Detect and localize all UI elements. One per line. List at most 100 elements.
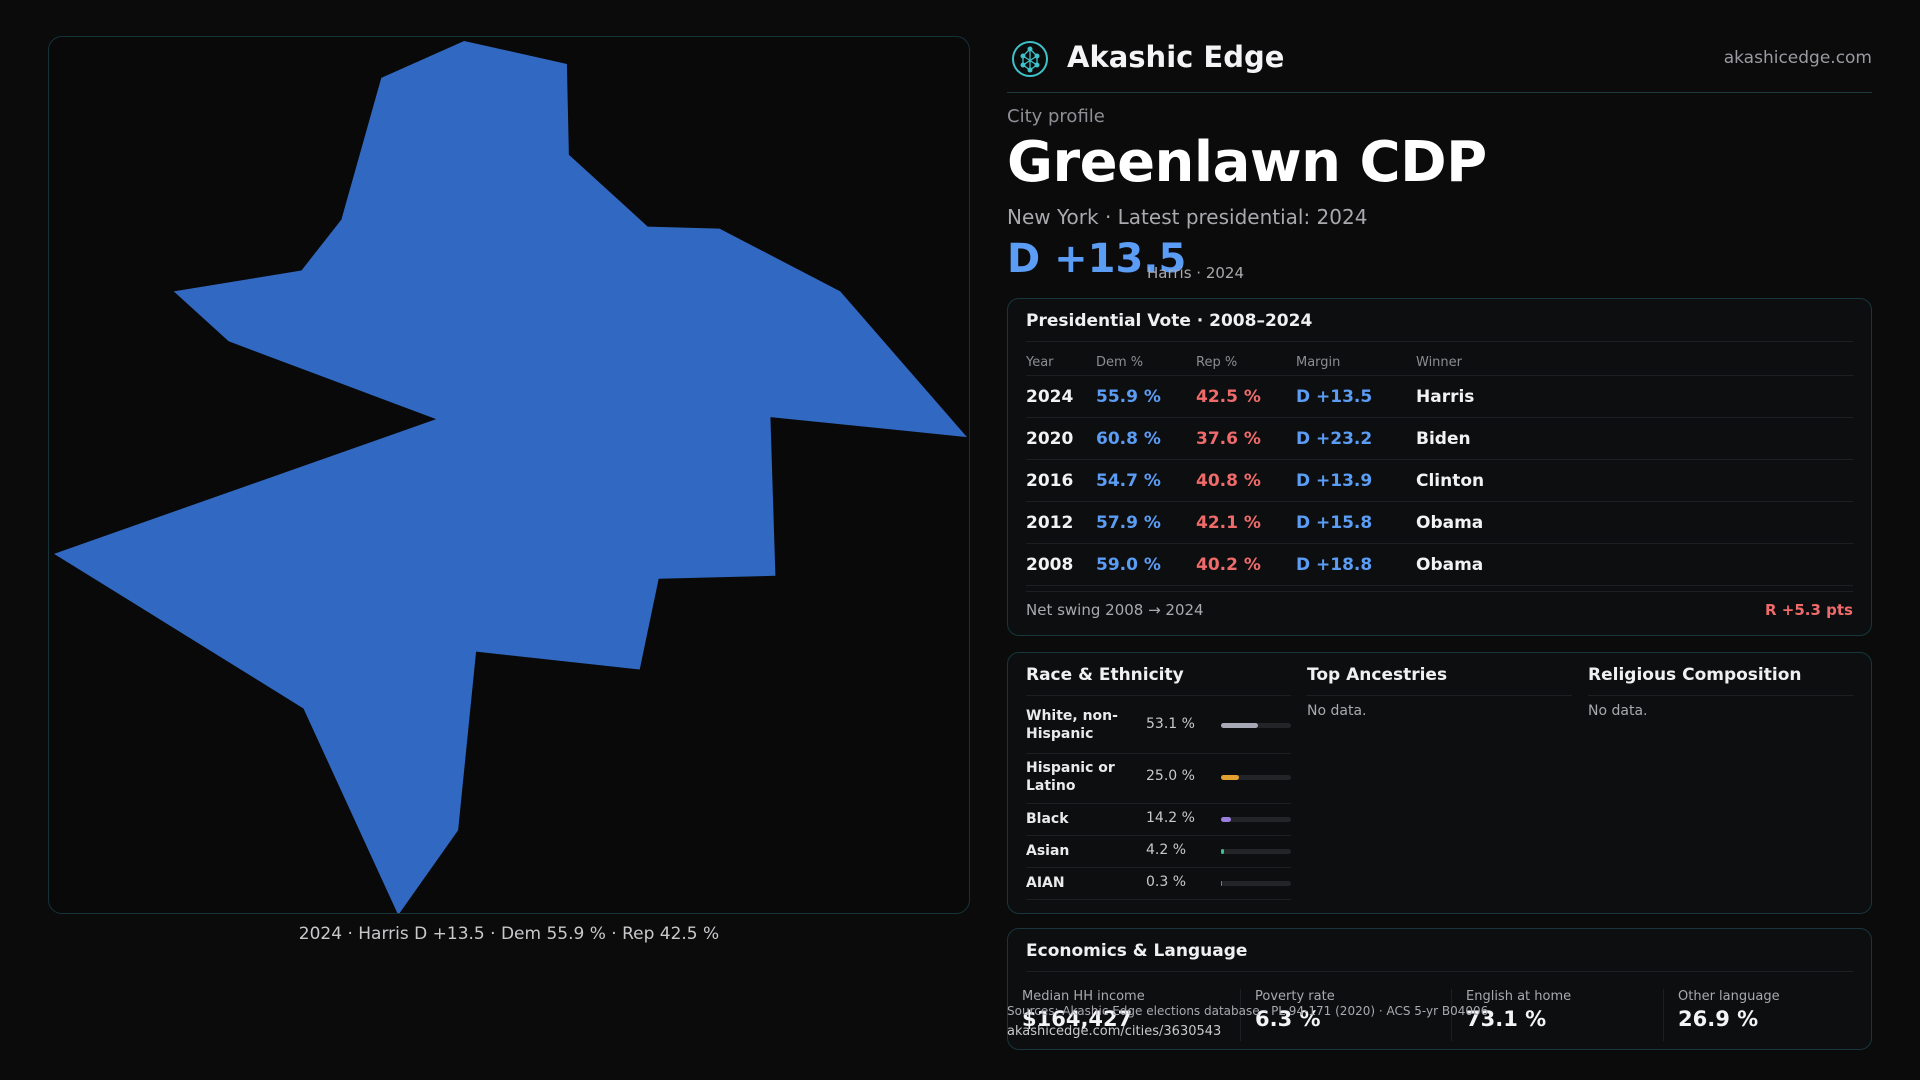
race-bar: [1221, 817, 1231, 822]
cell-dem: 57.9 %: [1096, 513, 1161, 533]
religion-section: Religious Composition No data.: [1588, 653, 1853, 915]
cell-year: 2020: [1026, 429, 1074, 449]
race-bar-track: [1221, 817, 1291, 822]
econ-label: Median HH income: [1022, 989, 1145, 1004]
econ-label: English at home: [1466, 989, 1572, 1004]
econ-value: $164,427: [1022, 1007, 1133, 1031]
race-pct: 53.1 %: [1146, 716, 1195, 732]
page-subtitle: New York · Latest presidential: 2024: [1007, 205, 1368, 229]
race-name: AIAN: [1026, 875, 1065, 891]
profile-column: Akashic Edge akashicedge.com City profil…: [1007, 0, 1872, 1080]
econ-value: 26.9 %: [1678, 1007, 1759, 1031]
table-row: 2008 59.0 % 40.2 % D +18.8 Obama: [1026, 543, 1853, 586]
econ-stat: Poverty rate 6.3 %: [1240, 989, 1451, 1041]
cell-rep: 40.8 %: [1196, 471, 1261, 491]
column-header-margin: Margin: [1296, 355, 1341, 370]
cell-rep: 40.2 %: [1196, 555, 1261, 575]
cell-year: 2016: [1026, 471, 1074, 491]
cell-winner: Biden: [1416, 429, 1471, 449]
econ-value: 73.1 %: [1466, 1007, 1547, 1031]
cell-winner: Harris: [1416, 387, 1475, 407]
divider: [1026, 591, 1853, 592]
cell-rep: 37.6 %: [1196, 429, 1261, 449]
section-title: Top Ancestries: [1307, 665, 1448, 685]
section-title: Race & Ethnicity: [1026, 665, 1184, 685]
race-bar-track: [1221, 849, 1291, 854]
map-caption: 2024 · Harris D +13.5 · Dem 55.9 % · Rep…: [298, 924, 720, 944]
table-row: 2020 60.8 % 37.6 % D +23.2 Biden: [1026, 417, 1853, 460]
race-pct: 14.2 %: [1146, 810, 1195, 826]
headline-margin-note: Harris · 2024: [1147, 264, 1245, 282]
race-bar-track: [1221, 881, 1291, 886]
column-header-dem: Dem %: [1096, 355, 1144, 370]
race-row: AIAN 0.3 %: [1026, 867, 1291, 900]
cell-margin: D +18.8: [1296, 555, 1373, 575]
cell-dem: 59.0 %: [1096, 555, 1161, 575]
page-kicker: City profile: [1007, 106, 1105, 127]
race-bar: [1221, 723, 1259, 728]
map-panel: [48, 36, 970, 914]
ancestries-section: Top Ancestries No data.: [1307, 653, 1572, 915]
column-header-winner: Winner: [1416, 355, 1463, 370]
race-name: Asian: [1026, 843, 1070, 859]
divider: [1026, 695, 1291, 696]
no-data-text: No data.: [1307, 703, 1367, 719]
column-header-rep: Rep %: [1196, 355, 1238, 370]
economics-card: Economics & Language Median HH income $1…: [1007, 928, 1872, 1050]
section-title: Religious Composition: [1588, 665, 1802, 685]
table-header: Year Dem % Rep % Margin Winner: [1026, 349, 1853, 376]
card-title: Presidential Vote · 2008–2024: [1026, 311, 1313, 331]
table-row: 2016 54.7 % 40.8 % D +13.9 Clinton: [1026, 459, 1853, 502]
table-row: 2024 55.9 % 42.5 % D +13.5 Harris: [1026, 375, 1853, 418]
race-row: Asian 4.2 %: [1026, 835, 1291, 868]
econ-value: 6.3 %: [1255, 1007, 1321, 1031]
cell-winner: Clinton: [1416, 471, 1485, 491]
table-row: 2012 57.9 % 42.1 % D +15.8 Obama: [1026, 501, 1853, 544]
no-data-text: No data.: [1588, 703, 1648, 719]
presidential-vote-card: Presidential Vote · 2008–2024 Year Dem %…: [1007, 298, 1872, 636]
race-ethnicity-section: Race & Ethnicity White, non-Hispanic 53.…: [1026, 653, 1291, 915]
brand-url-link[interactable]: akashicedge.com: [1723, 48, 1872, 68]
divider: [1307, 695, 1572, 696]
net-swing-label: Net swing 2008 → 2024: [1026, 601, 1204, 619]
sources-text: Sources: Akashic Edge elections database…: [1007, 1004, 1489, 1018]
cell-year: 2012: [1026, 513, 1074, 533]
cell-dem: 55.9 %: [1096, 387, 1161, 407]
page-title: Greenlawn CDP: [1007, 130, 1487, 195]
net-swing-value: R +5.3 pts: [1765, 601, 1853, 619]
cell-dem: 54.7 %: [1096, 471, 1161, 491]
tree-of-life-icon: [1012, 41, 1048, 77]
race-row: White, non-Hispanic 53.1 %: [1026, 699, 1291, 754]
race-pct: 0.3 %: [1146, 874, 1187, 890]
city-boundary-shape[interactable]: [54, 40, 967, 913]
divider: [1026, 341, 1853, 342]
race-bar-track: [1221, 723, 1291, 728]
cell-margin: D +13.5: [1296, 387, 1373, 407]
divider: [1026, 971, 1853, 972]
cell-year: 2024: [1026, 387, 1074, 407]
demographics-card: Race & Ethnicity White, non-Hispanic 53.…: [1007, 652, 1872, 914]
race-bar: [1221, 775, 1239, 780]
headline-margin: D +13.5: [1007, 236, 1187, 282]
cell-winner: Obama: [1416, 513, 1484, 533]
page-url-link[interactable]: akashicedge.com/cities/3630543: [1007, 1024, 1222, 1039]
race-bar-track: [1221, 775, 1291, 780]
race-name: White, non-Hispanic: [1026, 708, 1118, 742]
race-bar: [1221, 849, 1224, 854]
econ-stat: Other language 26.9 %: [1663, 989, 1874, 1041]
econ-label: Other language: [1678, 989, 1780, 1004]
econ-stat: Median HH income $164,427: [1008, 989, 1218, 1041]
city-boundary-map: [54, 40, 967, 913]
race-pct: 25.0 %: [1146, 768, 1195, 784]
cell-year: 2008: [1026, 555, 1074, 575]
race-row: Hispanic or Latino 25.0 %: [1026, 753, 1291, 804]
race-name: Hispanic or Latino: [1026, 760, 1115, 794]
cell-rep: 42.1 %: [1196, 513, 1261, 533]
econ-stat: English at home 73.1 %: [1451, 989, 1662, 1041]
cell-margin: D +23.2: [1296, 429, 1373, 449]
cell-dem: 60.8 %: [1096, 429, 1161, 449]
divider: [1588, 695, 1853, 696]
column-header-year: Year: [1026, 355, 1054, 370]
race-row: Black 14.2 %: [1026, 803, 1291, 836]
card-title: Economics & Language: [1026, 941, 1248, 961]
